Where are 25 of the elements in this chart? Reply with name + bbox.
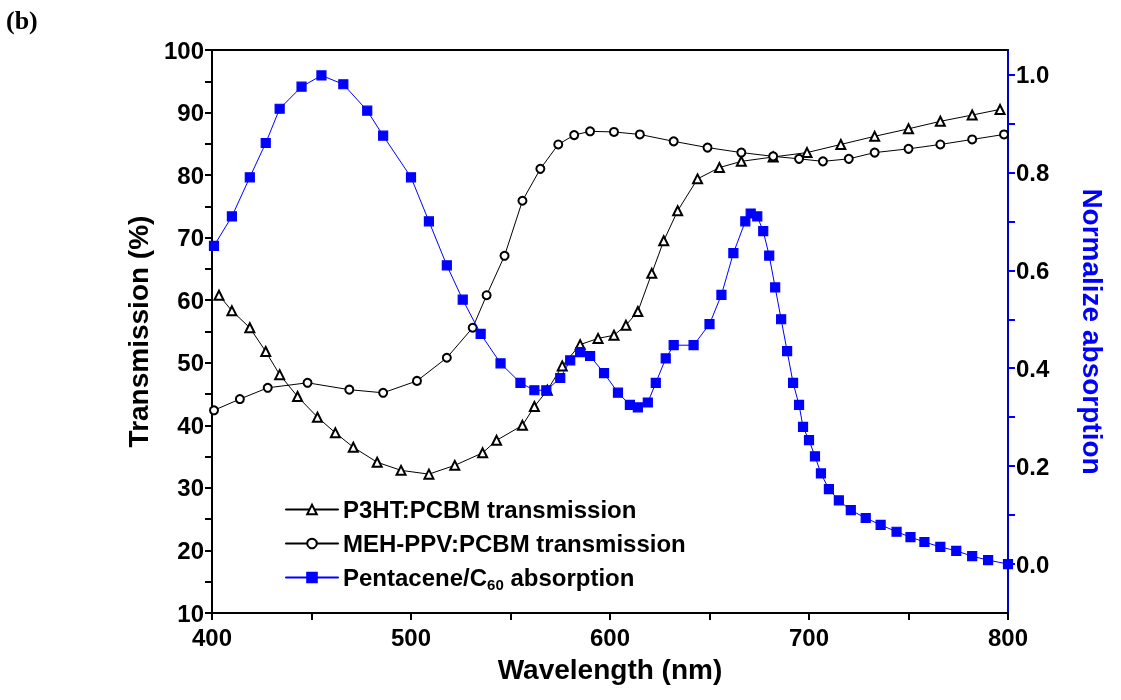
legend-label: P3HT:PCBM transmission [343, 496, 637, 523]
y2-tick-label: 0.8 [1016, 158, 1050, 186]
x-tick-label: 800 [987, 623, 1029, 651]
y-tick-label: 100 [163, 36, 204, 64]
y-tick-label: 70 [177, 224, 204, 252]
y-tick-label: 40 [177, 411, 204, 439]
y-axis-title: Transmission (%) [122, 215, 154, 448]
x-tick-label: 500 [390, 623, 432, 651]
y-tick-label: 80 [177, 161, 204, 189]
x-tick-label: 600 [589, 623, 631, 651]
y-tick-label: 50 [177, 349, 204, 377]
y-tick-label: 90 [177, 99, 204, 127]
y2-tick-label: 0.0 [1016, 550, 1050, 578]
y-tick-label: 60 [177, 286, 204, 314]
y2-tick-label: 0.6 [1016, 256, 1050, 284]
y-tick-label: 30 [177, 474, 204, 502]
x-axis-title: Wavelength (nm) [497, 653, 723, 685]
y2-tick-label: 0.4 [1016, 354, 1051, 382]
y2-axis-title: Normalize absorption [1076, 188, 1108, 475]
y-tick-label: 20 [177, 536, 204, 564]
y2-tick-label: 1.0 [1016, 60, 1050, 88]
text: (b) [6, 6, 38, 36]
x-tick-label: 700 [788, 623, 830, 651]
legend-label: MEH-PPV:PCBM transmission [343, 530, 686, 557]
y2-tick-label: 0.2 [1016, 452, 1050, 480]
